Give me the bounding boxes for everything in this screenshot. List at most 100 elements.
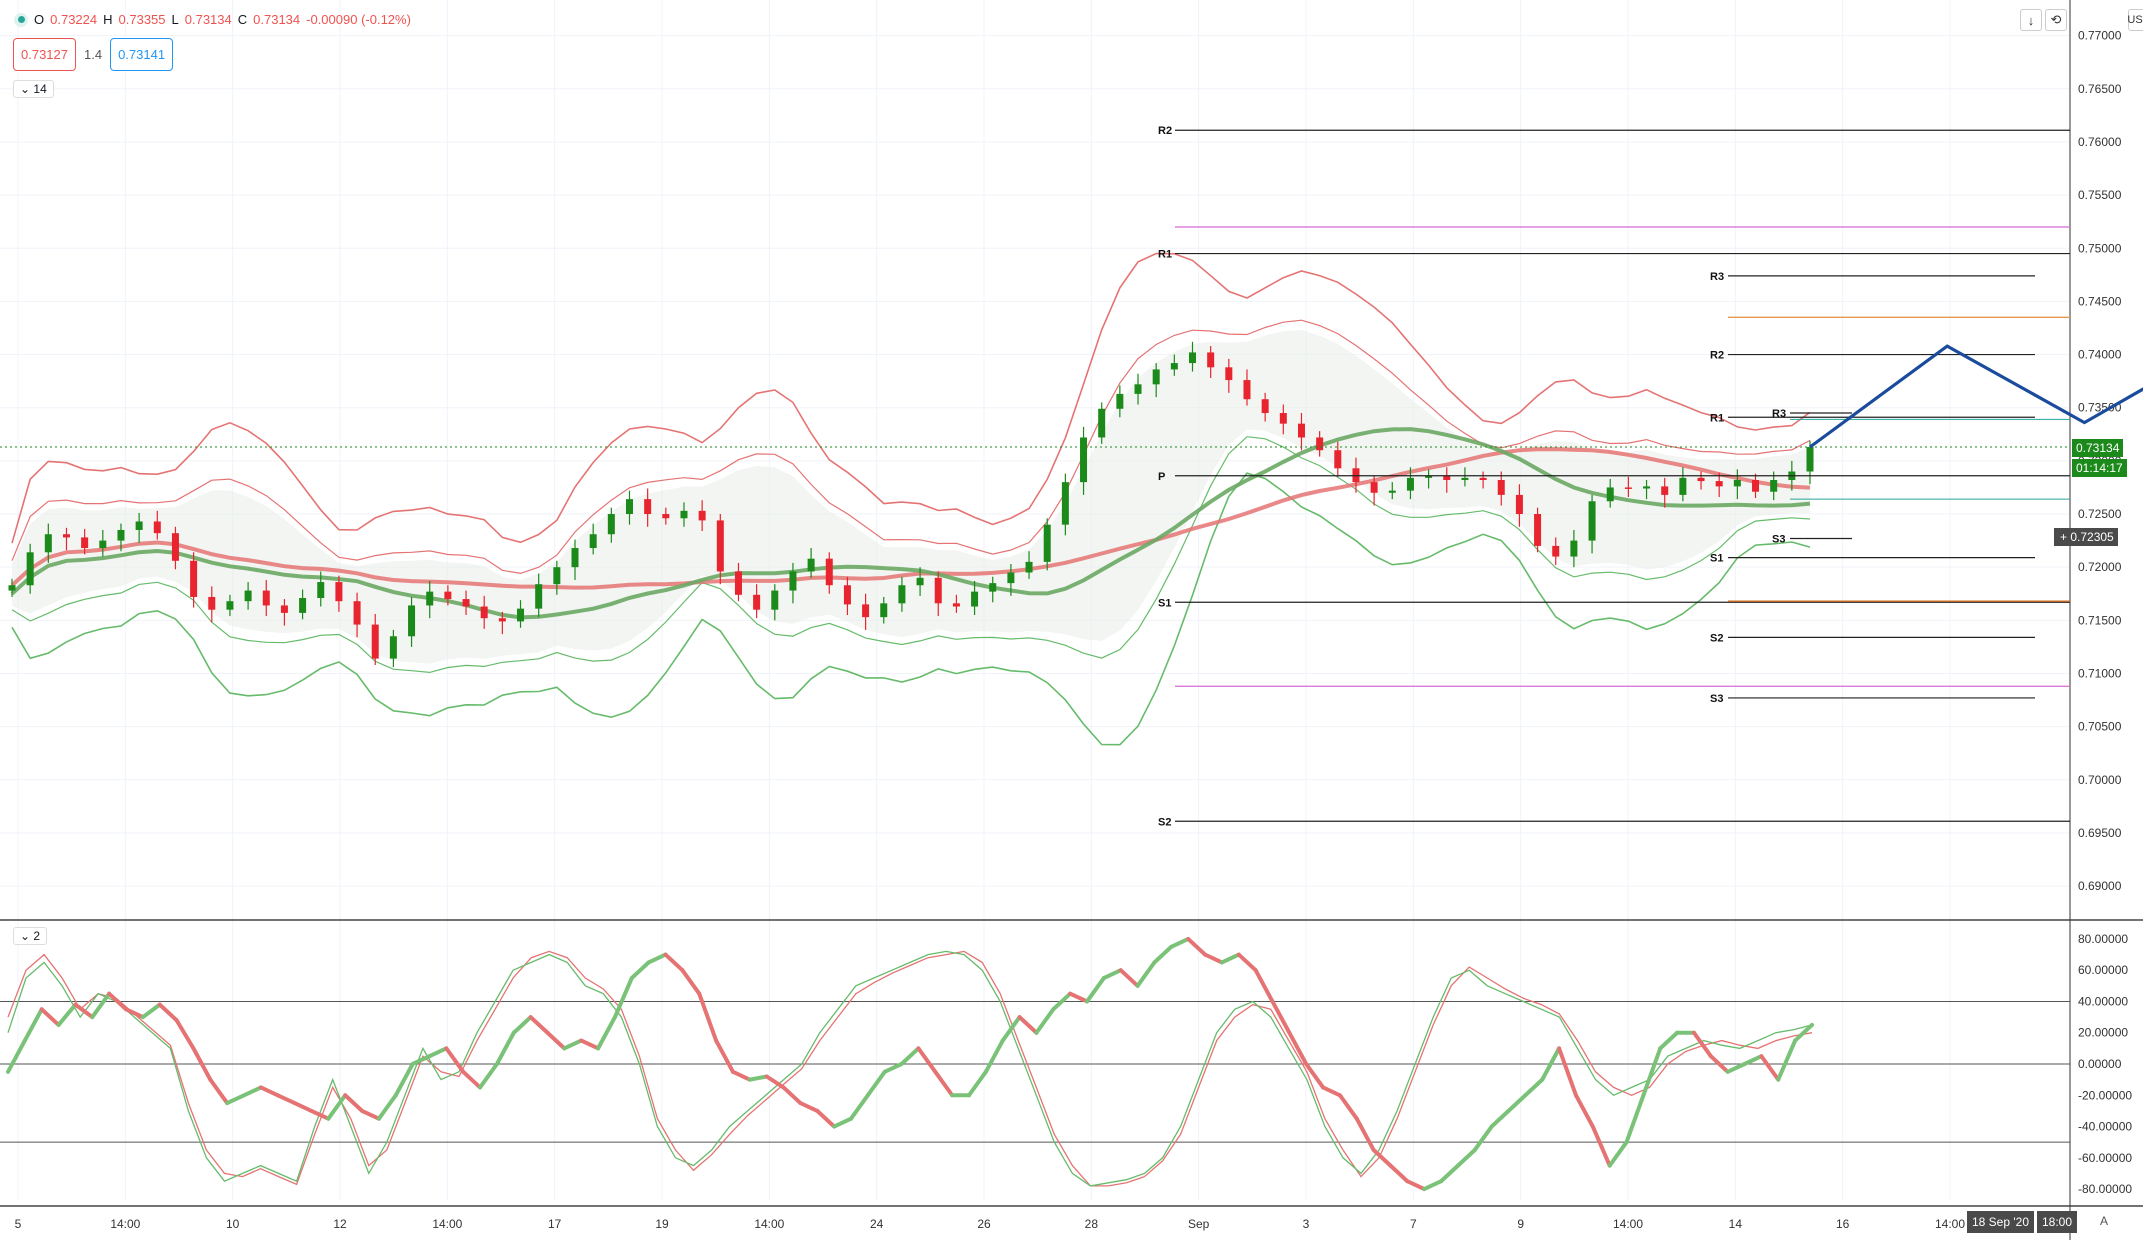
osc-slow-segment [1422, 1179, 1444, 1192]
chevron-down-icon: ⌄ [20, 929, 31, 943]
candle-body [1679, 477, 1687, 495]
candle-body [1134, 384, 1142, 394]
candle-body [1570, 540, 1578, 557]
pivot-label: S1 [1158, 597, 1171, 609]
ohlc-legend: O 0.73224 H 0.73355 L 0.73134 C 0.73134 -0.0… [14, 12, 411, 27]
osc-slow-segment [1068, 991, 1090, 1004]
candle-body [607, 514, 615, 535]
auto-scale-button[interactable]: A [2100, 1214, 2109, 1228]
osc-slow-segment [697, 991, 719, 1043]
high-value: 0.73355 [118, 12, 166, 27]
pivot-label: R2 [1710, 350, 1724, 362]
osc-slow-segment [275, 1093, 297, 1106]
candle-body [480, 606, 488, 619]
candle-body [1661, 486, 1669, 495]
candle-body [753, 594, 761, 610]
price-tick-label: 0.75500 [2078, 188, 2122, 202]
osc-slow-segment [1101, 968, 1123, 981]
candle-body [807, 558, 815, 572]
osc-slow-segment [444, 1046, 466, 1074]
pivot-label: S2 [1158, 816, 1171, 828]
candle-body [1061, 482, 1069, 525]
candle-body [1334, 450, 1342, 469]
candle-body [1189, 352, 1197, 364]
osc-tick-label: 80.00000 [2078, 932, 2128, 946]
osc-tick-label: -60.00000 [2078, 1151, 2132, 1165]
price-tick-label: 0.76000 [2078, 135, 2122, 149]
osc-slow-segment [124, 1007, 145, 1020]
candle-body [8, 585, 16, 591]
osc-slow-segment [1455, 1147, 1477, 1168]
pivot-levels-left: R2 R1 P S1 S2 [1158, 125, 2070, 828]
osc-slow-segment [1152, 944, 1174, 965]
pivot-label: R3 [1710, 271, 1724, 283]
candle-body [680, 510, 688, 519]
upper-inner-band [11, 319, 1811, 575]
time-tick-label: 17 [548, 1217, 562, 1231]
osc-slow-segment [208, 1077, 230, 1106]
candle-body [498, 618, 506, 622]
main-indicators-toggle[interactable]: ⌄ 14 [13, 80, 54, 98]
time-tick-label: 14:00 [754, 1217, 784, 1231]
currency-button[interactable]: USD [2127, 9, 2143, 31]
candle-body [698, 510, 706, 521]
candle-body [862, 604, 870, 618]
price-tick-label: 0.69000 [2078, 879, 2122, 893]
osc-slow-segment [1573, 1093, 1595, 1129]
time-tick-label: 14:00 [1613, 1217, 1643, 1231]
spread-value: 1.4 [84, 47, 103, 62]
candle-body [226, 601, 234, 610]
osc-slow-segment [848, 1093, 870, 1121]
candle-body [535, 584, 543, 609]
osc-slow-segment [1017, 1015, 1039, 1035]
candle-body [1643, 486, 1651, 489]
candle-body [1552, 545, 1560, 557]
price-tick-label: 0.71000 [2078, 666, 2122, 680]
price-tick-label: 0.74000 [2078, 348, 2122, 362]
osc-slow-segment [1371, 1147, 1393, 1168]
fullscreen-button[interactable]: ⟲ [2045, 9, 2067, 31]
time-tick-label: 26 [977, 1217, 991, 1231]
osc-slow-segment [1203, 952, 1224, 965]
osc-slow-segment [612, 976, 634, 1020]
candle-body [408, 605, 416, 637]
osc-slow-segment [1219, 952, 1241, 965]
osc-slow-segment [1540, 1046, 1562, 1082]
projection-path [1809, 344, 2143, 449]
candle-body [1098, 408, 1106, 438]
oscillator-toggle[interactable]: ⌄ 2 [13, 927, 48, 945]
price-tick-label: 0.74500 [2078, 294, 2122, 308]
crosshair-price-value: 0.72305 [2070, 530, 2114, 544]
candle-body [1461, 477, 1469, 481]
candle-body [1770, 480, 1778, 492]
scroll-down-button[interactable]: ↓ [2020, 9, 2042, 31]
candle-body [1025, 561, 1033, 573]
candle-body [589, 534, 597, 549]
candle-body [771, 590, 779, 610]
osc-slow-segment [1641, 1046, 1663, 1098]
osc-tick-label: 20.00000 [2078, 1026, 2128, 1040]
osc-slow-segment [140, 1002, 162, 1020]
high-label: H [103, 12, 113, 27]
osc-slow-segment [764, 1074, 786, 1090]
osc-slow-segment [376, 1093, 398, 1121]
plus-icon: + [2060, 530, 2071, 544]
open-label: O [34, 12, 45, 27]
crosshair-price-label[interactable]: + 0.72305 [2054, 528, 2118, 546]
candle-body [462, 599, 470, 607]
candle-body [117, 529, 125, 541]
osc-slow-segment [22, 1007, 44, 1043]
osc-tick-label: 0.00000 [2078, 1057, 2122, 1071]
candle-body [553, 567, 561, 585]
candle-body [1606, 487, 1614, 502]
osc-tick-label: 60.00000 [2078, 963, 2128, 977]
candle-body [1443, 475, 1451, 481]
osc-slow-segment [1034, 1007, 1056, 1035]
candle-body [280, 605, 288, 613]
sell-button[interactable]: 0.73127 [13, 38, 76, 71]
candle-body [262, 590, 270, 606]
candle-body [1733, 480, 1741, 487]
buy-button[interactable]: 0.73141 [110, 38, 174, 71]
candle-body [26, 552, 34, 586]
